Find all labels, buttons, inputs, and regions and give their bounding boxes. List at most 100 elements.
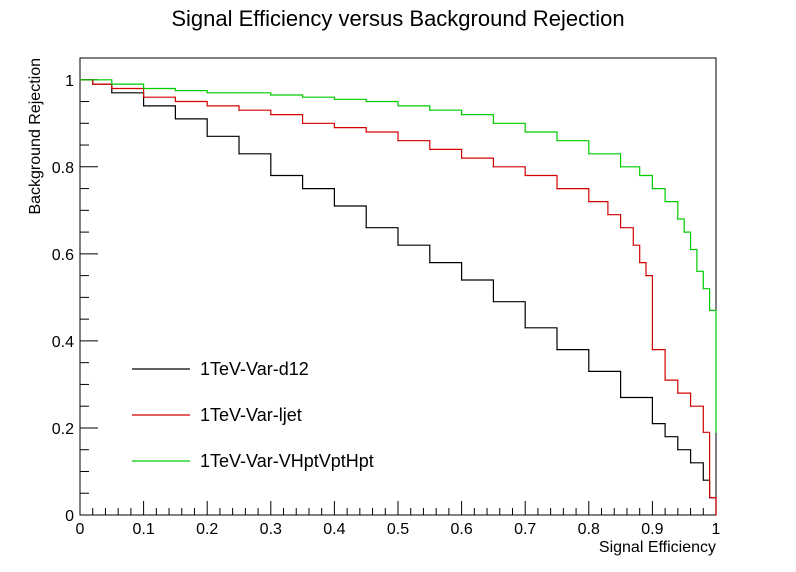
data-point [651, 187, 654, 190]
data-point [365, 227, 367, 229]
x-tick-label: 0.8 [578, 521, 600, 538]
data-point [677, 218, 679, 220]
data-point [238, 109, 240, 111]
y-tick-label: 0.8 [52, 160, 74, 177]
data-point [664, 379, 666, 381]
y-axis: 0 0.2 0.4 0.6 0.8 1 [52, 73, 98, 525]
x-tick-label: 0.9 [641, 521, 663, 538]
data-point [238, 153, 240, 155]
data-point [588, 153, 590, 155]
x-tick-label: 0.6 [450, 521, 472, 538]
x-tick-label: 1 [712, 521, 721, 538]
data-point [683, 231, 685, 233]
data-point [429, 148, 431, 150]
data-point [111, 87, 113, 90]
data-point [677, 449, 679, 451]
data-point [588, 370, 590, 372]
data-point [492, 122, 494, 124]
data-point [696, 270, 698, 272]
data-point [524, 327, 526, 329]
data-point [429, 109, 431, 111]
data-point [689, 405, 692, 407]
y-tick-label: 0.6 [52, 247, 74, 264]
data-point [620, 227, 622, 229]
data-point [651, 423, 654, 425]
data-point [270, 94, 272, 96]
y-tick-label: 0.4 [52, 334, 74, 351]
data-point [79, 79, 81, 81]
data-point [92, 83, 94, 85]
data-point [461, 279, 463, 281]
data-point [302, 187, 304, 190]
data-point [206, 135, 208, 137]
x-tick-label: 0.3 [260, 521, 282, 538]
data-point [270, 174, 272, 177]
data-point [639, 174, 641, 177]
data-point [143, 87, 145, 90]
x-axis: 0 0.1 0.2 0.3 0.4 0.5 0.6 0.7 0.8 0.9 1 [76, 501, 721, 538]
data-point [709, 309, 711, 312]
data-point [174, 100, 176, 103]
x-tick-label: 0.2 [196, 521, 218, 538]
data-point [492, 166, 494, 168]
data-point [709, 496, 711, 499]
data-point [143, 96, 145, 98]
series-line [80, 79, 717, 515]
data-point [632, 244, 634, 246]
data-point [715, 431, 717, 433]
legend: 1TeV-Var-d12 1TeV-Var-ljet 1TeV-Var-VHptVp… [132, 359, 374, 471]
data-point [689, 248, 692, 251]
data-point [556, 140, 558, 142]
data-point [174, 90, 176, 92]
data-point [689, 462, 692, 464]
series-2 [79, 79, 717, 433]
y-tick-label: 0.2 [52, 421, 74, 438]
data-point [333, 127, 335, 129]
data-point [524, 174, 526, 177]
data-point [111, 92, 113, 94]
data-point [365, 131, 367, 133]
x-tick-label: 0.4 [323, 521, 345, 538]
data-point [461, 113, 463, 116]
data-point [651, 349, 654, 351]
y-tick-label: 0 [65, 508, 74, 525]
data-point [556, 349, 558, 351]
x-tick-label: 0.7 [514, 521, 536, 538]
x-tick-label: 0.5 [387, 521, 409, 538]
data-point [588, 201, 590, 203]
data-point [143, 105, 145, 107]
data-point [556, 187, 558, 190]
data-point [607, 214, 609, 216]
data-point [620, 396, 622, 399]
legend-label: 1TeV-Var-d12 [200, 359, 309, 379]
data-point [111, 83, 113, 85]
data-point [677, 392, 679, 394]
data-point [92, 79, 94, 81]
data-point [461, 157, 463, 159]
data-point [664, 201, 666, 203]
data-point [206, 92, 208, 94]
series-layer [79, 79, 717, 516]
data-point [702, 479, 704, 481]
y-tick-label: 1 [65, 73, 74, 90]
data-point [238, 92, 240, 94]
data-point [715, 514, 717, 516]
data-point [206, 105, 208, 107]
data-point [270, 113, 272, 116]
data-point [333, 205, 335, 207]
x-tick-label: 0.1 [132, 521, 154, 538]
data-point [429, 261, 431, 264]
chart-title: Signal Efficiency versus Background Reje… [171, 6, 624, 31]
data-point [302, 122, 304, 124]
data-point [492, 301, 494, 303]
data-point [302, 96, 304, 98]
data-point [365, 100, 367, 103]
x-tick-label: 0 [76, 521, 85, 538]
data-point [639, 261, 641, 264]
data-point [524, 131, 526, 133]
data-point [645, 275, 647, 277]
data-point [397, 105, 399, 107]
data-point [174, 118, 176, 120]
series-line [80, 79, 717, 515]
